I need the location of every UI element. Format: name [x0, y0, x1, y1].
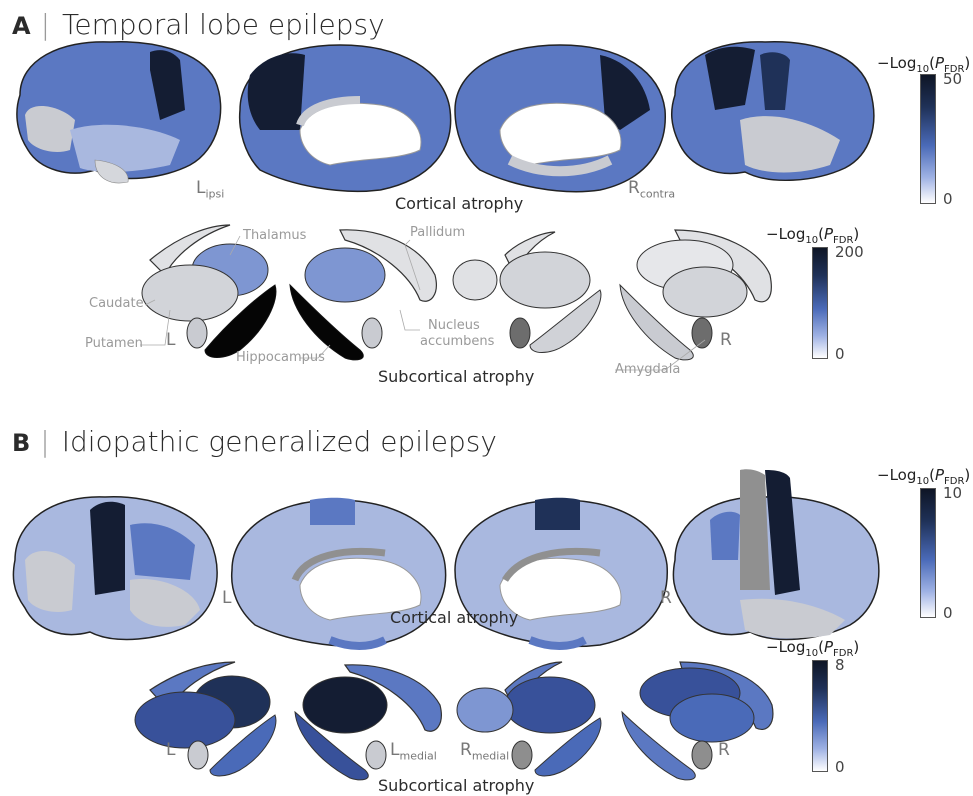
- panel-b-left-medial-cortex: [230, 497, 447, 650]
- panel-a-cortical-colorbar-max: 50: [943, 70, 963, 88]
- panel-b-subcortical-caption: Subcortical atrophy: [378, 776, 535, 795]
- panel-a-sub-left: L: [166, 330, 176, 350]
- panel-a-cortical-caption: Cortical atrophy: [395, 194, 524, 213]
- panel-a-left-lateral-cortex: [16, 41, 222, 184]
- panel-a-subcortical-colorbar-max: 200: [835, 243, 864, 261]
- panel-a-hemi-right: Rcontra: [628, 178, 676, 201]
- panel-a-subcortical-colorbar-title: −Log10(PFDR): [766, 225, 860, 246]
- panel-a-right-medial-cortex: [454, 44, 666, 193]
- panel-a-subcortical-colorbar-min: 0: [835, 345, 845, 363]
- label-hippocampus: Hippocampus: [236, 350, 325, 365]
- panel-a-cortical-colorbar-min: 0: [943, 190, 953, 208]
- panel-a-subcortical-caption: Subcortical atrophy: [378, 367, 535, 386]
- panel-b-left-lateral-cortex: [12, 496, 218, 641]
- panel-b-cortical-caption: Cortical atrophy: [390, 608, 519, 627]
- panel-a-right-lateral-cortex: [670, 41, 875, 182]
- panel-b-subcortical-right-medial: [456, 661, 602, 777]
- panel-b-subcortical-colorbar-min: 0: [835, 758, 845, 776]
- panel-b-letter: B: [12, 429, 31, 457]
- panel-a-cortical-colorbar-title: −Log10(PFDR): [877, 54, 971, 75]
- panel-b-sub-right: R: [718, 740, 730, 760]
- panel-b-title: B | Idiopathic generalized epilepsy: [12, 425, 497, 458]
- panel-b-subcortical-colorbar: [812, 660, 828, 772]
- panel-a-subcortical-right-medial: [452, 231, 602, 353]
- panel-b-cortical-colorbar-max: 10: [943, 484, 963, 502]
- panel-a-left-medial-cortex: [238, 44, 452, 193]
- panel-a-title: A | Temporal lobe epilepsy: [12, 8, 385, 41]
- panel-b-subcortical-colorbar-max: 8: [835, 656, 845, 674]
- panel-b-cortical-colorbar: [920, 488, 936, 618]
- panel-b-sub-rmedial: Rmedial: [460, 740, 510, 763]
- panel-b-hemi-right: R: [660, 588, 672, 608]
- panel-a-sub-right: R: [720, 330, 732, 350]
- panel-a-cortical-colorbar: [920, 74, 936, 204]
- panel-b-right-medial-cortex: [454, 497, 668, 650]
- label-pallidum: Pallidum: [410, 225, 466, 240]
- panel-a-subcortical-left-lateral: [141, 224, 277, 358]
- panel-b-right-lateral-cortex: [672, 469, 880, 641]
- label-caudate: Caudate: [89, 296, 144, 311]
- panel-a-leader-lines: [140, 235, 706, 371]
- panel-a-title-text: Temporal lobe epilepsy: [62, 8, 385, 41]
- panel-a-subcortical-left-medial: [289, 229, 437, 361]
- panel-a-letter: A: [12, 12, 31, 40]
- panel-b-subcortical-right-lateral: [621, 661, 774, 781]
- panel-b-subcortical-left-medial: [294, 664, 442, 781]
- label-amygdala: Amygdala: [615, 362, 681, 377]
- panel-b-cortical-colorbar-min: 0: [943, 604, 953, 622]
- label-thalamus: Thalamus: [243, 228, 307, 243]
- panel-b-sub-left: L: [166, 740, 176, 760]
- panel-a-subcortical-right-lateral: [619, 229, 772, 361]
- panel-b-subcortical-colorbar-title: −Log10(PFDR): [766, 638, 860, 659]
- label-nucleus: Nucleus: [428, 318, 480, 333]
- panel-a-subcortical-colorbar: [812, 247, 828, 359]
- panel-b-hemi-left: L: [222, 588, 232, 608]
- panel-b-subcortical-left-lateral: [134, 661, 277, 777]
- label-putamen: Putamen: [85, 336, 143, 351]
- label-accumbens: accumbens: [420, 334, 495, 349]
- panel-b-title-text: Idiopathic generalized epilepsy: [61, 425, 497, 458]
- panel-b-sub-lmedial: Lmedial: [390, 740, 437, 763]
- panel-a-hemi-left: Lipsi: [196, 178, 225, 201]
- panel-b-cortical-colorbar-title: −Log10(PFDR): [877, 466, 971, 487]
